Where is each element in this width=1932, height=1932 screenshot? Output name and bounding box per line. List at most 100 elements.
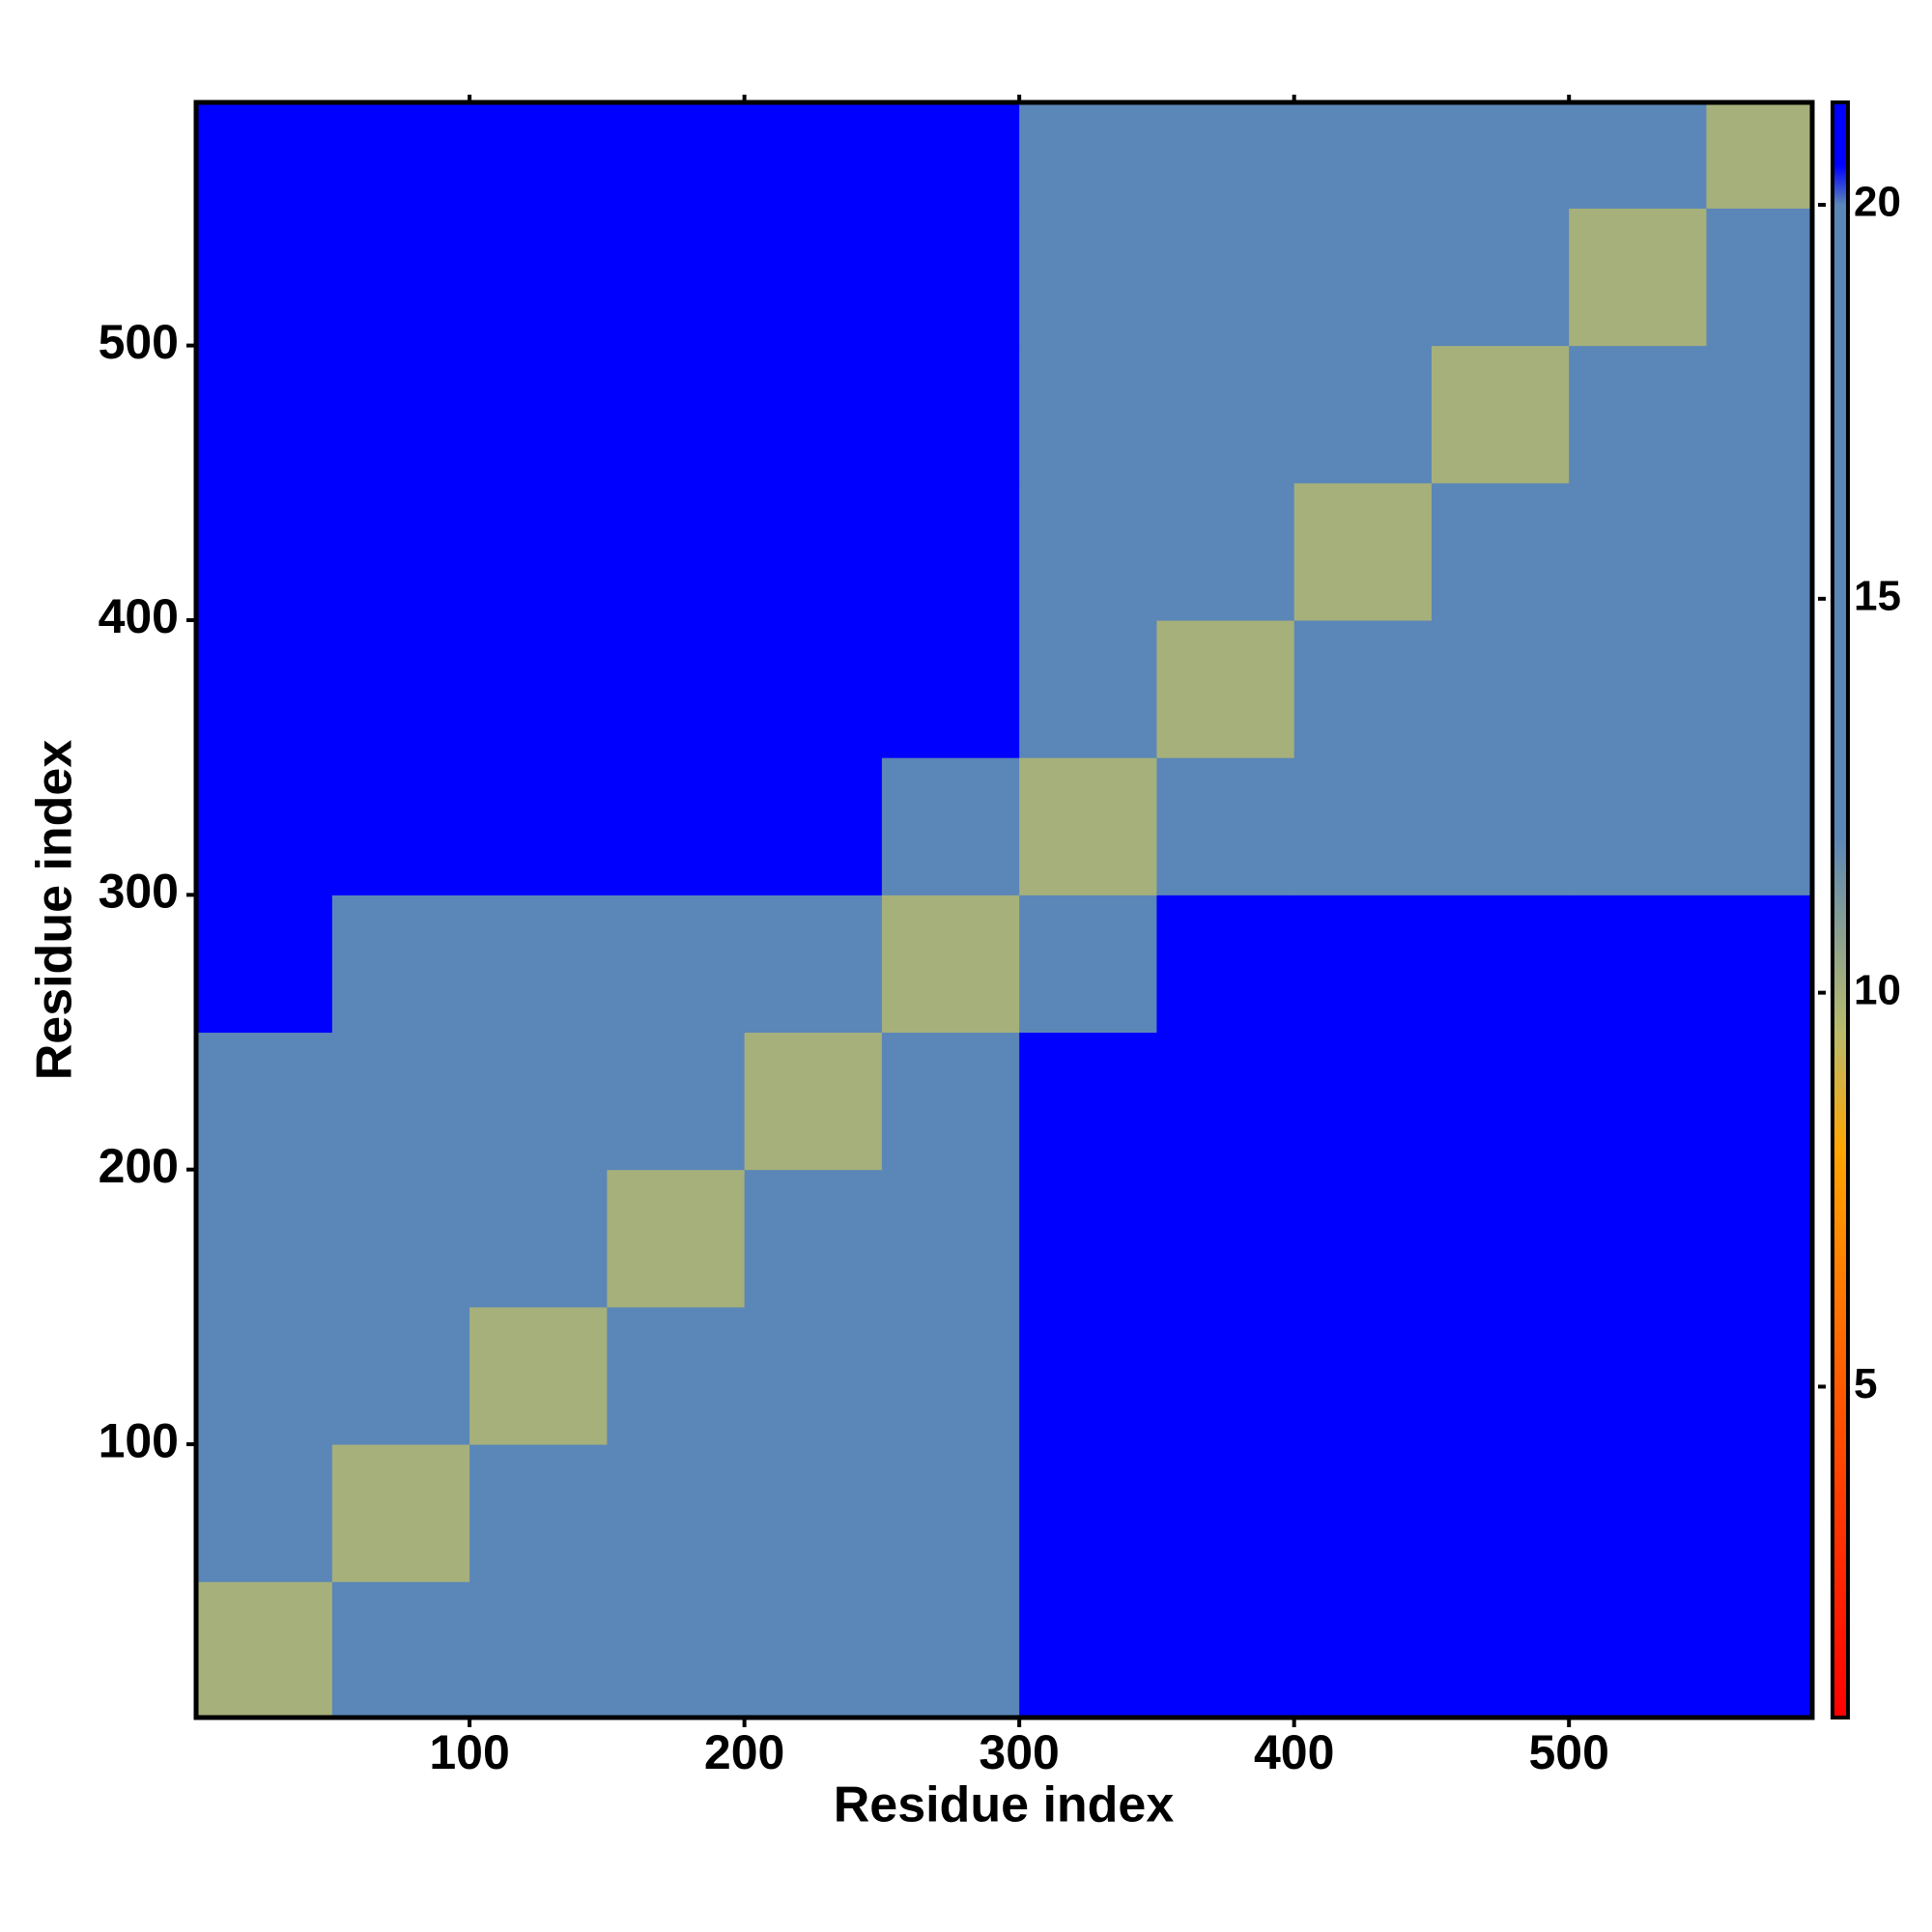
heatmap-cell	[1431, 1306, 1570, 1445]
heatmap-cell	[1156, 208, 1295, 347]
heatmap-cell	[331, 102, 470, 209]
heatmap-cell	[1293, 482, 1433, 621]
heatmap-cell	[1569, 482, 1707, 621]
heatmap-cell	[1431, 895, 1570, 1034]
heatmap-cell	[1156, 1306, 1295, 1445]
colorbar	[1831, 100, 1850, 1719]
heatmap-cell	[331, 482, 470, 621]
heatmap-cell	[1293, 1306, 1433, 1445]
heatmap-cell	[1019, 1581, 1157, 1719]
y-tick-label: 300	[99, 865, 179, 919]
heatmap-cell	[469, 1306, 608, 1445]
x-tick-label: 400	[1254, 1725, 1334, 1779]
heatmap-cell	[1019, 620, 1157, 758]
heatmap-cell	[1156, 102, 1295, 209]
heatmap-cell	[881, 1032, 1020, 1171]
heatmap-cell	[331, 1032, 470, 1171]
heatmap-cell	[881, 482, 1020, 621]
heatmap-cell	[196, 1306, 333, 1445]
heatmap-cell	[1431, 482, 1570, 621]
x-tick-label: 100	[429, 1725, 509, 1779]
heatmap-cell	[607, 1444, 746, 1582]
heatmap-cell	[331, 895, 470, 1034]
heatmap-cell	[1706, 1581, 1813, 1719]
heatmap-cell	[744, 1306, 883, 1445]
heatmap-cell	[607, 102, 746, 209]
heatmap-cell	[1431, 345, 1570, 484]
heatmap-cell	[196, 1444, 333, 1582]
heatmap-cell	[1156, 757, 1295, 895]
heatmap-cell	[1293, 895, 1433, 1034]
heatmap-cell	[881, 895, 1020, 1034]
heatmap-cell	[469, 1444, 608, 1582]
heatmap-cell	[881, 620, 1020, 758]
heatmap-cell	[1293, 208, 1433, 347]
heatmap-cell	[1706, 757, 1813, 895]
heatmap-cell	[744, 102, 883, 209]
heatmap-cell	[1019, 1169, 1157, 1308]
heatmap-cell	[196, 620, 333, 758]
heatmap-cell	[469, 482, 608, 621]
heatmap-cell	[469, 895, 608, 1034]
colorbar-tick-label: 5	[1854, 1360, 1877, 1407]
heatmap-cell	[881, 102, 1020, 209]
heatmap-cell	[331, 620, 470, 758]
heatmap-cell	[1156, 345, 1295, 484]
heatmap-cell	[1156, 482, 1295, 621]
heatmap-cell	[196, 482, 333, 621]
y-axis-title: Residue index	[27, 740, 83, 1081]
heatmap-cell	[196, 102, 333, 209]
heatmap-cell	[744, 1444, 883, 1582]
heatmap-cell	[1293, 757, 1433, 895]
heatmap-cell	[1431, 1032, 1570, 1171]
heatmap-cell	[744, 620, 883, 758]
heatmap-cell	[469, 757, 608, 895]
heatmap-cell	[1156, 1444, 1295, 1582]
heatmap-cell	[744, 208, 883, 347]
heatmap-cell	[744, 345, 883, 484]
heatmap-cell	[331, 1581, 470, 1719]
heatmap-cell	[1019, 1032, 1157, 1171]
heatmap-cell	[744, 1581, 883, 1719]
heatmap-cell	[1019, 757, 1157, 895]
heatmap-cell	[1156, 1581, 1295, 1719]
heatmap-cell	[744, 757, 883, 895]
heatmap-cell	[469, 1169, 608, 1308]
heatmap-cell	[1019, 895, 1157, 1034]
heatmap-cell	[744, 1032, 883, 1171]
heatmap-cell	[1431, 620, 1570, 758]
heatmap-cell	[1706, 1444, 1813, 1582]
heatmap-cell	[744, 1169, 883, 1308]
heatmap-cell	[1569, 1169, 1707, 1308]
heatmap-cell	[881, 1444, 1020, 1582]
heatmap-cell	[469, 1032, 608, 1171]
heatmap-cell	[1569, 1032, 1707, 1171]
heatmap-cell	[1569, 1444, 1707, 1582]
heatmap-cell	[881, 208, 1020, 347]
heatmap-cell	[1019, 1444, 1157, 1582]
x-tick-label: 500	[1528, 1725, 1608, 1779]
heatmap-cell	[1569, 1581, 1707, 1719]
heatmap-cell	[196, 757, 333, 895]
heatmap-cell	[196, 1581, 333, 1719]
heatmap-cell	[1293, 1032, 1433, 1171]
heatmap-cell	[1293, 102, 1433, 209]
heatmap-cell	[1293, 1169, 1433, 1308]
heatmap-cell	[1706, 1306, 1813, 1445]
colorbar-tick-label: 10	[1854, 966, 1901, 1013]
x-axis-title: Residue index	[834, 1777, 1175, 1833]
x-tick-label: 300	[979, 1725, 1059, 1779]
heatmap-cell	[881, 757, 1020, 895]
heatmap-cell	[1156, 620, 1295, 758]
heatmap-cell	[1293, 345, 1433, 484]
heatmap-cell	[1431, 1444, 1570, 1582]
y-tick-label: 200	[99, 1139, 179, 1193]
plot-frame	[193, 99, 1815, 1720]
heatmap-cell	[1706, 620, 1813, 758]
heatmap-cell	[1431, 1581, 1570, 1719]
heatmap-cell	[881, 1581, 1020, 1719]
heatmap-cell	[607, 895, 746, 1034]
colorbar-tick-label: 20	[1854, 179, 1901, 226]
colorbar-tick-label: 15	[1854, 572, 1901, 619]
heatmap-cell	[196, 345, 333, 484]
